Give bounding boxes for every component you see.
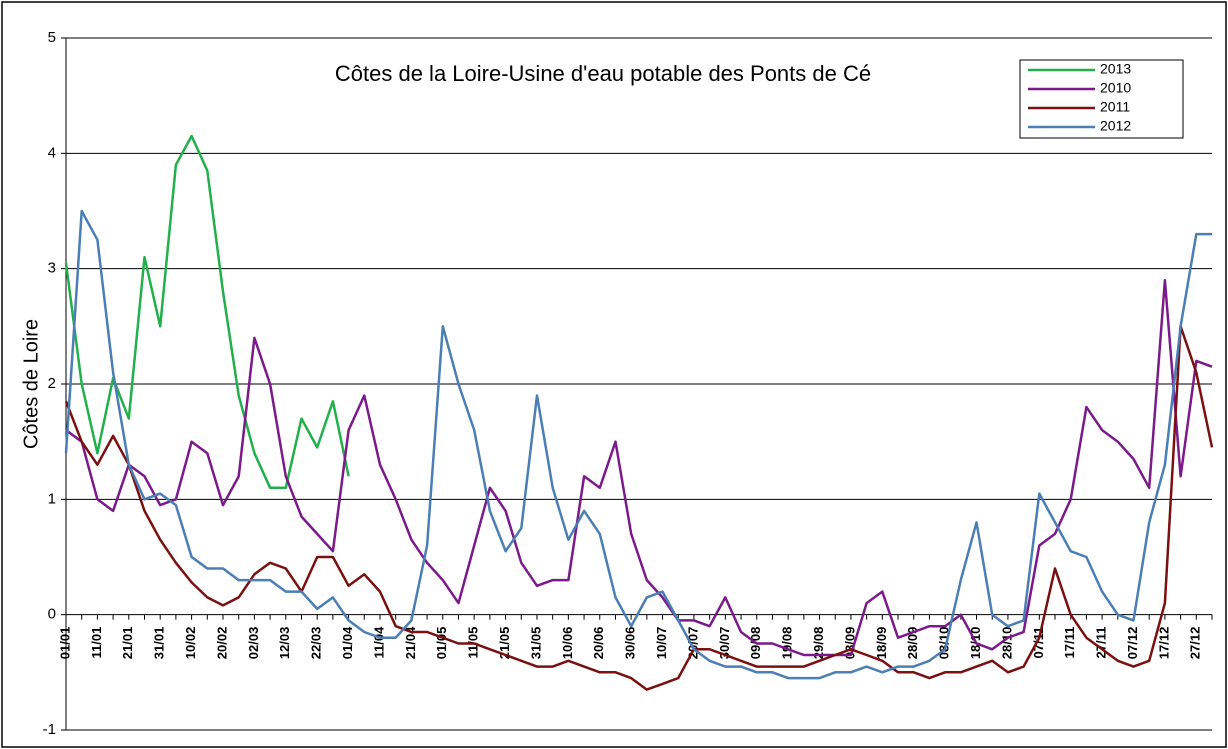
- x-tick-label: 27/12: [1188, 627, 1203, 660]
- x-tick-label: 10/02: [183, 627, 198, 660]
- x-tick-label: 12/03: [277, 627, 292, 660]
- legend-label: 2011: [1100, 99, 1130, 115]
- y-tick-label: 3: [48, 260, 56, 277]
- x-tick-label: 17/11: [1062, 627, 1077, 659]
- legend: [1019, 59, 1184, 139]
- x-tick-label: 07/11: [1031, 627, 1046, 659]
- x-tick-label: 21/05: [497, 627, 512, 660]
- x-tick-label: 28/10: [999, 627, 1014, 660]
- x-tick-label: 30/07: [717, 627, 732, 660]
- x-tick-label: 19/08: [780, 627, 795, 660]
- x-tick-label: 22/03: [309, 627, 324, 660]
- series-line: [64, 325, 1214, 691]
- y-tick-label: 4: [48, 144, 56, 161]
- x-tick-label: 07/12: [1125, 627, 1140, 660]
- y-tick-label: 1: [48, 490, 56, 507]
- series-line: [65, 278, 1213, 657]
- chart-title: Côtes de la Loire-Usine d'eau potable de…: [335, 61, 871, 86]
- x-tick-label: 20/07: [685, 627, 700, 660]
- x-tick-label: 10/06: [560, 627, 575, 660]
- y-tick-label: 5: [48, 29, 56, 46]
- series-line: [64, 209, 1212, 680]
- x-tick-label: 01/04: [340, 626, 355, 659]
- legend-label: 2013: [1100, 61, 1131, 77]
- x-tick-label: 01/01: [57, 627, 72, 660]
- x-tick-label: 01/05: [434, 627, 449, 660]
- x-tick-label: 20/02: [214, 627, 229, 660]
- x-tick-label: 11/04: [371, 626, 386, 659]
- x-tick-label: 29/08: [811, 627, 826, 660]
- y-axis-label: Côtes de Loire: [20, 319, 42, 449]
- x-tick-label: 10/07: [654, 627, 669, 660]
- y-tick-label: 2: [48, 375, 56, 392]
- legend-label: 2012: [1100, 118, 1131, 134]
- x-tick-label: 31/05: [528, 627, 543, 660]
- x-tick-label: 02/03: [246, 627, 261, 660]
- x-tick-label: 18/09: [874, 627, 889, 660]
- y-tick-label: -1: [43, 721, 56, 738]
- x-tick-label: 20/06: [591, 627, 606, 660]
- x-tick-label: 11/01: [89, 627, 104, 659]
- x-tick-label: 30/06: [623, 627, 638, 660]
- y-tick-label: 0: [48, 606, 56, 623]
- x-tick-label: 17/12: [1156, 627, 1171, 660]
- x-tick-label: 21/01: [120, 627, 135, 660]
- x-tick-label: 21/04: [403, 626, 418, 659]
- legend-label: 2010: [1100, 80, 1131, 96]
- x-tick-label: 31/01: [152, 627, 167, 660]
